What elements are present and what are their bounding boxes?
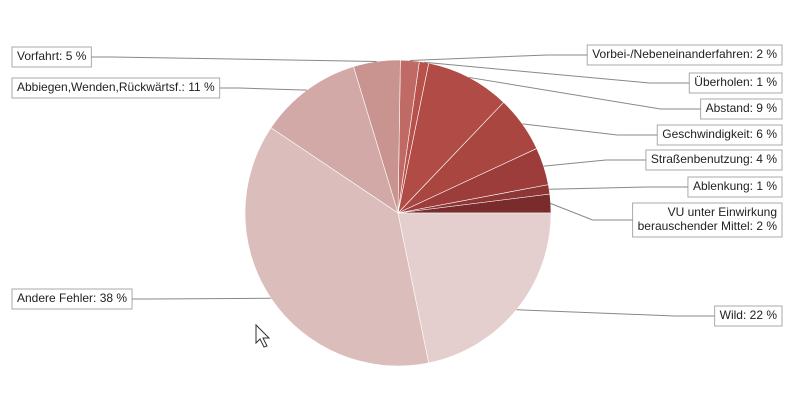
label-text: Ablenkung: 1 % bbox=[693, 179, 777, 193]
slice-label: Geschwindigkeit: 6 % bbox=[522, 123, 783, 146]
label-line: berauschender Mittel: 2 % bbox=[638, 219, 778, 233]
slice-label: Abbiegen,Wenden,Rückwärtsf.: 11 % bbox=[11, 77, 307, 99]
leader-line bbox=[132, 297, 271, 300]
label-line: Vorfahrt: 5 % bbox=[17, 49, 87, 63]
label-text: Vorfahrt: 5 % bbox=[17, 49, 87, 63]
leader-line bbox=[550, 203, 633, 221]
leader-line bbox=[409, 54, 588, 61]
slices bbox=[244, 59, 552, 367]
label-box bbox=[632, 202, 783, 238]
label-line: Abbiegen,Wenden,Rückwärtsf.: 11 % bbox=[17, 80, 215, 94]
label-line: Andere Fehler: 38 % bbox=[17, 291, 127, 305]
leader-line bbox=[543, 159, 646, 167]
leader-line bbox=[522, 123, 658, 136]
pie-slice bbox=[244, 127, 430, 367]
label-line: Wild: 22 % bbox=[720, 308, 778, 322]
label-text: Abbiegen,Wenden,Rückwärtsf.: 11 % bbox=[17, 80, 215, 94]
leader-line bbox=[219, 87, 307, 91]
label-line: Straßenbenutzung: 4 % bbox=[651, 152, 777, 166]
label-text: VU unter Einwirkung berauschender Mittel:… bbox=[638, 205, 778, 233]
slice-label: Ablenkung: 1 % bbox=[549, 176, 783, 198]
label-text: Geschwindigkeit: 6 % bbox=[662, 127, 777, 141]
label-text: Abstand: 9 % bbox=[706, 101, 778, 115]
slice-label: Andere Fehler: 38 % bbox=[11, 288, 271, 310]
label-text: Wild: 22 % bbox=[720, 308, 778, 322]
label-text: Straßenbenutzung: 4 % bbox=[651, 152, 777, 166]
slice-label: Überholen: 1 % bbox=[424, 61, 783, 94]
label-line: Vorbei-/Nebeneinanderfahren: 2 % bbox=[592, 47, 777, 61]
label-line: Geschwindigkeit: 6 % bbox=[662, 127, 777, 141]
label-line: Abstand: 9 % bbox=[706, 101, 778, 115]
label-line: VU unter Einwirkung bbox=[668, 205, 777, 219]
slice-label: Abstand: 9 % bbox=[468, 76, 783, 120]
label-text: Überholen: 1 % bbox=[694, 75, 777, 89]
label-line: Ablenkung: 1 % bbox=[693, 179, 777, 193]
labels: VU unter Einwirkung berauschender Mittel:… bbox=[11, 44, 783, 327]
slice-label: Vorbei-/Nebeneinanderfahren: 2 % bbox=[409, 44, 783, 66]
leader-line bbox=[91, 56, 377, 62]
slice-label: Vorfahrt: 5 % bbox=[11, 46, 377, 68]
pie-slice bbox=[397, 212, 552, 364]
pie-slice bbox=[397, 62, 505, 214]
label-line: Überholen: 1 % bbox=[694, 75, 777, 89]
leader-line bbox=[468, 76, 701, 110]
mouse-cursor bbox=[255, 323, 271, 348]
slice-label: Wild: 22 % bbox=[516, 305, 783, 327]
label-text: Andere Fehler: 38 % bbox=[17, 291, 127, 305]
leader-line bbox=[516, 309, 715, 317]
slice-label: Straßenbenutzung: 4 % bbox=[543, 149, 783, 171]
pie-slice bbox=[270, 66, 399, 214]
slice-label: VU unter Einwirkung berauschender Mittel:… bbox=[550, 202, 783, 238]
leader-line bbox=[424, 61, 690, 84]
leader-line bbox=[549, 186, 688, 190]
label-text: Vorbei-/Nebeneinanderfahren: 2 % bbox=[592, 47, 777, 61]
